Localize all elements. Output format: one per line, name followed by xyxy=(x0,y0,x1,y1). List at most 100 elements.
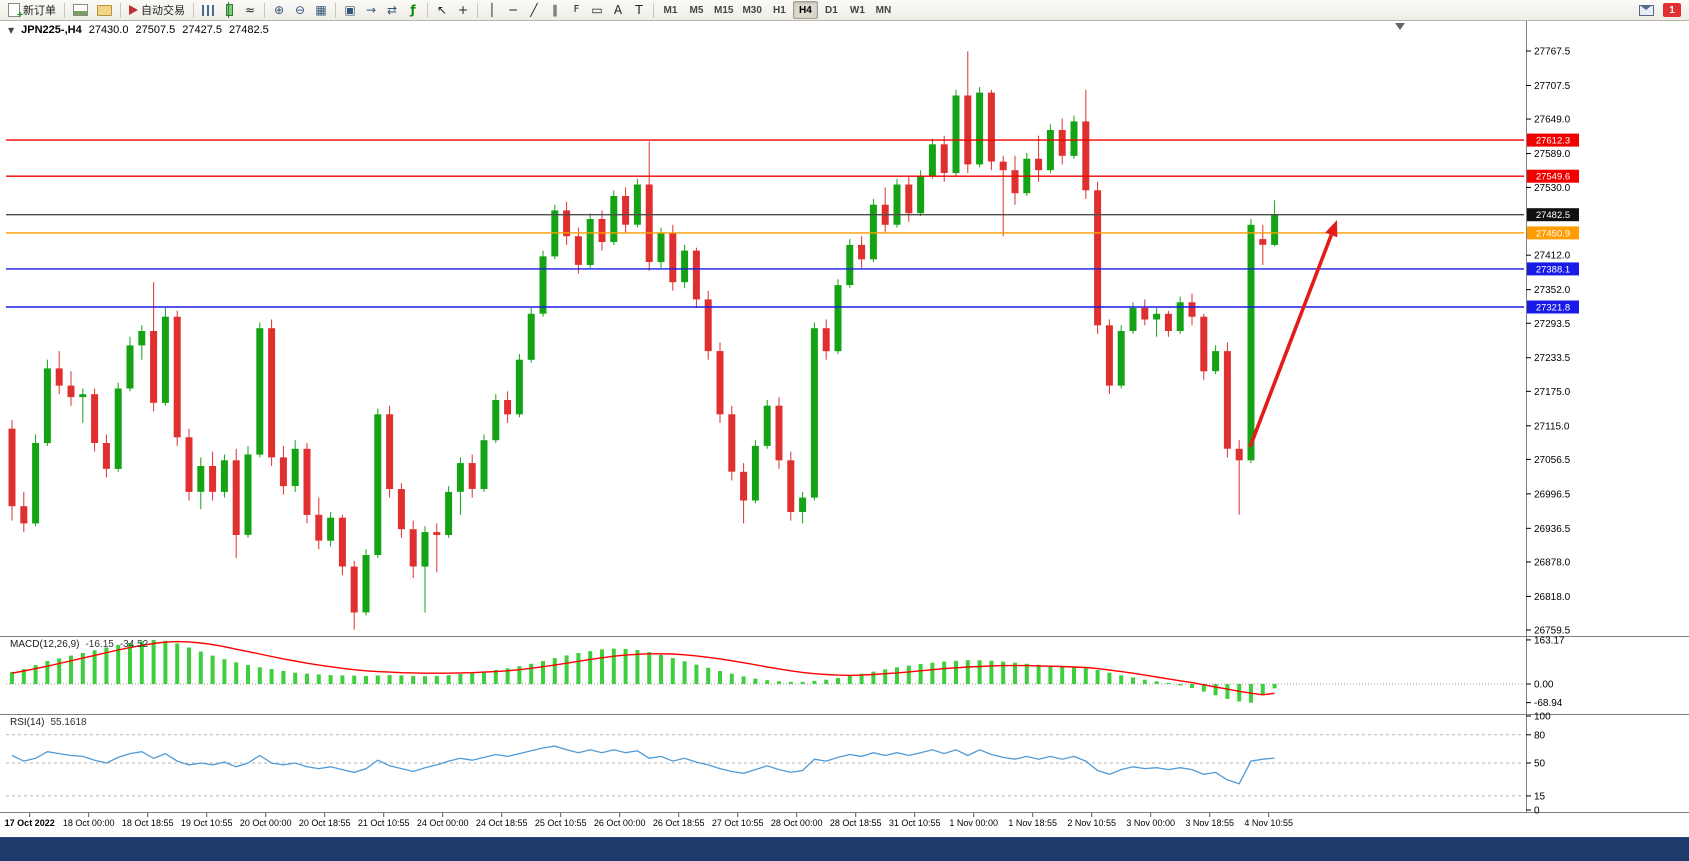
timeframe-h1-button[interactable]: H1 xyxy=(767,1,792,19)
collapse-icon[interactable]: ▼ xyxy=(8,26,15,35)
tile-windows-icon: ▦ xyxy=(315,3,327,17)
price-axis[interactable]: 27767.5 27707.5 27649.0 27589.0 27530.0 27412… xyxy=(1526,47,1571,637)
toolbar-separator xyxy=(193,2,194,18)
channel-icon: ∥ xyxy=(552,3,558,17)
notifications-button[interactable] xyxy=(1635,1,1658,19)
timeframe-m30-button[interactable]: M30 xyxy=(738,1,765,19)
fibonacci-button[interactable]: F xyxy=(566,1,586,19)
vertical-line-button[interactable]: │ xyxy=(482,1,502,19)
svg-text:27352.0: 27352.0 xyxy=(1534,285,1571,296)
timeframe-m1-button[interactable]: M1 xyxy=(658,1,683,19)
crosshair-icon: + xyxy=(457,3,469,17)
svg-text:25 Oct 10:55: 25 Oct 10:55 xyxy=(535,818,587,828)
fibonacci-icon: F xyxy=(573,4,580,15)
svg-text:27175.0: 27175.0 xyxy=(1534,387,1571,398)
cursor-button[interactable]: ↖ xyxy=(432,1,452,19)
svg-text:27293.5: 27293.5 xyxy=(1534,319,1571,330)
zoom-out-button[interactable]: ⊖ xyxy=(290,1,310,19)
cascade-windows-button[interactable]: ▣ xyxy=(340,1,360,19)
cascade-windows-icon: ▣ xyxy=(344,3,356,17)
shapes-button[interactable]: ▭ xyxy=(587,1,607,19)
toolbar-separator xyxy=(264,2,265,18)
horizontal-lines[interactable] xyxy=(6,139,1524,308)
candles xyxy=(8,51,1279,630)
chart-shift-marker[interactable] xyxy=(1395,23,1405,30)
macd-value-main: -16.15 xyxy=(85,639,114,650)
timeframe-m5-button[interactable]: M5 xyxy=(684,1,709,19)
svg-text:27589.0: 27589.0 xyxy=(1534,149,1571,160)
svg-text:27482.5: 27482.5 xyxy=(1536,210,1570,221)
time-axis[interactable]: 17 Oct 2022 18 Oct 00:00 18 Oct 18:55 19 Oc… xyxy=(5,813,1293,828)
rsi-value: 55.1618 xyxy=(50,717,87,728)
auto-scroll-button[interactable]: → xyxy=(361,1,381,19)
svg-text:3 Nov 00:00: 3 Nov 00:00 xyxy=(1126,818,1175,828)
svg-text:27115.0: 27115.0 xyxy=(1534,421,1570,432)
timeframe-m15-button[interactable]: M15 xyxy=(710,1,737,19)
svg-text:31 Oct 10:55: 31 Oct 10:55 xyxy=(889,818,941,828)
ohlc-low: 27427.5 xyxy=(182,24,222,36)
taskbar[interactable] xyxy=(0,837,1689,861)
rsi-indicator-label: RSI(14) 55.1618 xyxy=(10,717,87,728)
trend-arrow[interactable] xyxy=(1248,220,1338,448)
svg-text:15: 15 xyxy=(1534,791,1546,802)
main-toolbar: 新订单 自动交易 ≈ ⊕ ⊖ ▦ ▣ → ⇄ ƒ ↖ + │ ─ ╱ ∥ F ▭… xyxy=(0,0,1689,21)
notification-count-badge[interactable]: 1 xyxy=(1663,3,1681,17)
new-chart-icon xyxy=(73,4,88,16)
timeframe-d1-button[interactable]: D1 xyxy=(819,1,844,19)
svg-text:27530.0: 27530.0 xyxy=(1534,183,1571,194)
trendline-icon: ╱ xyxy=(530,3,538,17)
profiles-button[interactable] xyxy=(93,1,116,19)
svg-text:19 Oct 10:55: 19 Oct 10:55 xyxy=(181,818,233,828)
text-icon: A xyxy=(613,3,623,17)
svg-text:27767.5: 27767.5 xyxy=(1534,47,1571,58)
new-chart-button[interactable] xyxy=(69,1,92,19)
chart-bars-button[interactable] xyxy=(198,1,218,19)
trendline-button[interactable]: ╱ xyxy=(524,1,544,19)
zoom-in-button[interactable]: ⊕ xyxy=(269,1,289,19)
svg-text:27612.3: 27612.3 xyxy=(1536,136,1570,147)
svg-text:26 Oct 18:55: 26 Oct 18:55 xyxy=(653,818,705,828)
channel-button[interactable]: ∥ xyxy=(545,1,565,19)
svg-text:1 Nov 00:00: 1 Nov 00:00 xyxy=(949,818,998,828)
indicators-button[interactable]: ƒ xyxy=(403,1,423,19)
svg-text:0.00: 0.00 xyxy=(1534,680,1554,691)
svg-text:27549.6: 27549.6 xyxy=(1536,172,1570,183)
horizontal-line-button[interactable]: ─ xyxy=(503,1,523,19)
auto-trading-button[interactable]: 自动交易 xyxy=(125,1,189,19)
chart-shift-button[interactable]: ⇄ xyxy=(382,1,402,19)
candles-icon xyxy=(225,2,233,18)
horizontal-line-icon: ─ xyxy=(509,3,517,17)
timeframe-w1-button[interactable]: W1 xyxy=(845,1,870,19)
toolbar-separator xyxy=(335,2,336,18)
svg-text:27412.0: 27412.0 xyxy=(1534,251,1571,262)
timeframe-mn-button[interactable]: MN xyxy=(871,1,896,19)
chart-candles-button[interactable] xyxy=(219,1,239,19)
tile-windows-button[interactable]: ▦ xyxy=(311,1,331,19)
chart-line-button[interactable]: ≈ xyxy=(240,1,260,19)
svg-text:21 Oct 10:55: 21 Oct 10:55 xyxy=(358,818,410,828)
new-order-button[interactable]: 新订单 xyxy=(4,1,60,21)
new-order-label: 新订单 xyxy=(23,5,56,17)
rsi-pane: 100 80 50 15 0 xyxy=(6,712,1551,817)
symbol-info: ▼ JPN225-,H4 27430.0 27507.5 27427.5 274… xyxy=(8,24,269,36)
svg-text:26936.5: 26936.5 xyxy=(1534,524,1571,535)
svg-text:24 Oct 18:55: 24 Oct 18:55 xyxy=(476,818,528,828)
text-button[interactable]: A xyxy=(608,1,628,19)
svg-text:163.17: 163.17 xyxy=(1534,635,1565,646)
svg-text:28 Oct 18:55: 28 Oct 18:55 xyxy=(830,818,882,828)
auto-trading-icon xyxy=(129,5,138,15)
label-button[interactable]: T xyxy=(629,1,649,19)
svg-text:27707.5: 27707.5 xyxy=(1534,81,1571,92)
cursor-icon: ↖ xyxy=(436,3,448,17)
svg-text:26878.0: 26878.0 xyxy=(1534,557,1571,568)
toolbar-separator xyxy=(120,2,121,18)
svg-text:27321.8: 27321.8 xyxy=(1536,303,1570,314)
svg-text:27233.5: 27233.5 xyxy=(1534,353,1571,364)
pane-separators[interactable] xyxy=(0,636,1689,813)
timeframe-h4-button[interactable]: H4 xyxy=(792,1,818,19)
svg-text:27649.0: 27649.0 xyxy=(1534,115,1571,126)
ohlc-close: 27482.5 xyxy=(229,24,269,36)
crosshair-button[interactable]: + xyxy=(453,1,473,19)
svg-text:28 Oct 00:00: 28 Oct 00:00 xyxy=(771,818,823,828)
